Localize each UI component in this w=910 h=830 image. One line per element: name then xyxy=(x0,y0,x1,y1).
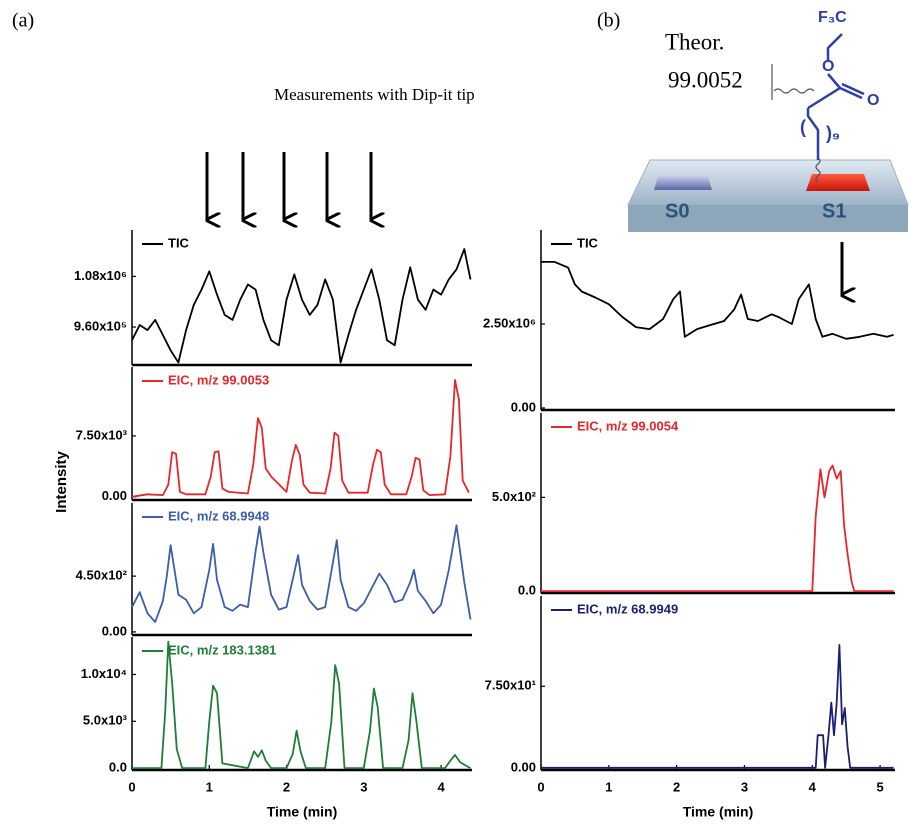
x-tick-label: 0 xyxy=(537,779,544,794)
data-line xyxy=(131,248,472,364)
legend-label: EIC, m/z 183.1381 xyxy=(168,642,276,657)
legend-label: EIC, m/z 68.9948 xyxy=(168,508,269,523)
y-tick-label: 2.50x10⁶ xyxy=(483,315,536,330)
panel-label: (a) xyxy=(12,10,34,32)
structure-label: F₃C xyxy=(818,9,847,26)
y-tick-label: 0.00 xyxy=(102,488,127,503)
data-line xyxy=(541,464,894,592)
x-tick-label: 4 xyxy=(437,779,445,794)
data-line xyxy=(132,640,471,769)
y-tick-label: 5.0x10³ xyxy=(83,713,128,728)
structure-label: O xyxy=(822,58,834,75)
x-tick-label: 4 xyxy=(809,779,817,794)
x-tick-label: 1 xyxy=(206,779,213,794)
x-tick-label: 5 xyxy=(876,779,883,794)
y-tick-label: 0.00 xyxy=(511,399,536,414)
structure-label: )₉ xyxy=(826,123,840,143)
x-tick-label: 3 xyxy=(360,779,367,794)
y-tick-label: 9.60x10⁵ xyxy=(74,318,127,333)
y-tick-label: 1.08x10⁶ xyxy=(74,268,127,283)
structure: F₃C O O ( )₉ S0 S1 xyxy=(627,9,909,232)
x-axis-label: Time (min) xyxy=(267,804,338,820)
theor-label: Theor. xyxy=(665,29,724,54)
y-tick-label: 7.50x10³ xyxy=(76,427,128,442)
y-tick-label: 0.0 xyxy=(518,583,536,598)
x-tick-label: 2 xyxy=(283,779,290,794)
data-line xyxy=(541,261,894,340)
annotation: Measurements with Dip-it tip xyxy=(274,85,475,104)
panel-label: (b) xyxy=(597,10,620,32)
x-tick-label: 3 xyxy=(741,779,748,794)
structure-label: S0 xyxy=(665,200,689,222)
data-line xyxy=(131,524,472,623)
y-tick-label: 0.0 xyxy=(109,760,127,775)
y-tick-label: 5.0x10² xyxy=(492,489,537,504)
legend-label: EIC, m/z 68.9949 xyxy=(577,601,678,616)
structure-label: O xyxy=(867,92,879,109)
theor-value: 99.0052 xyxy=(668,67,743,92)
x-tick-label: 1 xyxy=(605,779,612,794)
structure-label: ( xyxy=(800,117,806,137)
x-tick-label: 0 xyxy=(128,779,135,794)
legend-label: EIC, m/z 99.0053 xyxy=(168,372,269,387)
x-tick-label: 2 xyxy=(673,779,680,794)
y-tick-label: 0.00 xyxy=(102,623,127,638)
legend-label: TIC xyxy=(168,235,190,250)
arrows xyxy=(205,152,842,295)
data-line xyxy=(131,379,470,498)
y-tick-label: 0.00 xyxy=(511,759,536,774)
x-axis-label: Time (min) xyxy=(683,804,754,820)
y-tick-label: 7.50x10¹ xyxy=(485,678,536,693)
data-line xyxy=(541,644,894,769)
legend-label: TIC xyxy=(577,235,599,250)
structure-label: S1 xyxy=(822,200,846,222)
legend-label: EIC, m/z 99.0054 xyxy=(577,418,679,433)
y-axis-label: Intensity xyxy=(53,451,70,513)
y-tick-label: 1.0x10⁴ xyxy=(81,666,127,681)
y-tick-label: 4.50x10² xyxy=(76,568,128,583)
